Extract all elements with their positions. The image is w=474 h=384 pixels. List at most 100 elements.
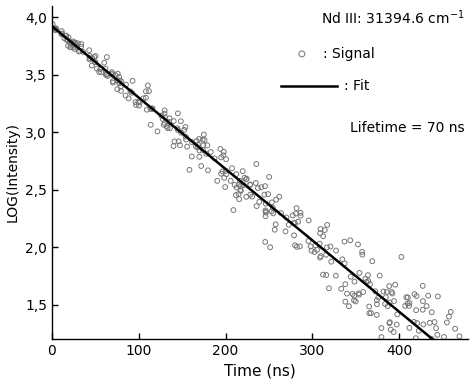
Point	[341, 260, 348, 266]
Point	[132, 99, 139, 105]
Point	[266, 244, 274, 250]
Point	[220, 175, 228, 181]
Point	[426, 320, 434, 326]
Point	[385, 320, 393, 326]
Point	[319, 271, 327, 278]
Point	[294, 218, 302, 225]
Y-axis label: LOG(Intensity): LOG(Intensity)	[6, 122, 19, 222]
Point	[386, 319, 393, 325]
Point	[440, 334, 448, 340]
Point	[72, 40, 79, 46]
Point	[122, 93, 129, 99]
Point	[136, 99, 143, 106]
Point	[70, 41, 77, 47]
Point	[434, 293, 442, 300]
Point	[92, 53, 100, 59]
Point	[445, 313, 453, 319]
Point	[428, 309, 436, 315]
Point	[293, 244, 301, 250]
Point	[347, 274, 355, 280]
Point	[373, 301, 381, 307]
Point	[253, 203, 260, 209]
Point	[67, 44, 75, 50]
Point	[363, 279, 370, 285]
Point	[451, 326, 459, 332]
Point	[181, 127, 188, 133]
Point	[243, 194, 250, 200]
Point	[290, 220, 297, 226]
Point	[418, 339, 425, 345]
Point	[358, 252, 366, 258]
Point	[161, 120, 169, 126]
Point	[393, 311, 401, 318]
Point	[171, 138, 178, 144]
Point	[419, 298, 427, 304]
Point	[129, 78, 137, 84]
Point	[109, 79, 117, 86]
Point	[231, 182, 238, 188]
Text: : Signal: : Signal	[323, 47, 374, 61]
Point	[192, 143, 200, 149]
Point	[404, 295, 411, 301]
Point	[268, 199, 275, 205]
Point	[101, 66, 109, 72]
Point	[70, 40, 77, 46]
Point	[443, 319, 451, 326]
Point	[354, 241, 362, 247]
Point	[383, 289, 391, 295]
Point	[290, 232, 298, 238]
Point	[349, 291, 356, 297]
Point	[228, 165, 236, 171]
Point	[423, 303, 430, 309]
Point	[221, 184, 229, 190]
Point	[113, 86, 121, 92]
Point	[183, 144, 191, 150]
Point	[311, 249, 319, 255]
Point	[142, 95, 150, 101]
Point	[275, 194, 283, 200]
Point	[322, 252, 330, 258]
Point	[163, 123, 171, 129]
Point	[219, 168, 226, 174]
Point	[166, 125, 174, 131]
Point	[201, 137, 209, 143]
Point	[262, 213, 269, 219]
Point	[432, 325, 440, 331]
Point	[188, 154, 196, 160]
Point	[268, 209, 275, 215]
Point	[388, 289, 395, 295]
Point	[252, 180, 260, 186]
Point	[413, 340, 421, 346]
Point	[117, 84, 124, 90]
Point	[66, 39, 73, 45]
Point	[341, 238, 348, 245]
Point	[64, 37, 72, 43]
Point	[382, 294, 390, 300]
Point	[293, 205, 301, 211]
Point	[229, 207, 237, 213]
Point	[356, 291, 363, 298]
Point	[373, 312, 381, 318]
Point	[194, 144, 201, 151]
Point	[93, 66, 100, 72]
Point	[49, 21, 56, 27]
Point	[211, 155, 219, 161]
Point	[220, 149, 228, 155]
Point	[175, 138, 182, 144]
Point	[111, 72, 119, 78]
Point	[364, 272, 372, 278]
Point	[61, 35, 68, 41]
Point	[402, 294, 410, 300]
Point	[135, 99, 142, 105]
Point	[176, 142, 184, 148]
Point	[264, 191, 272, 197]
Point	[415, 328, 423, 334]
Point	[147, 122, 155, 128]
Point	[204, 167, 212, 173]
Point	[79, 49, 87, 55]
Point	[207, 149, 215, 155]
Point	[406, 325, 413, 331]
Point	[413, 320, 421, 326]
Point	[194, 142, 202, 148]
Point	[450, 348, 457, 354]
